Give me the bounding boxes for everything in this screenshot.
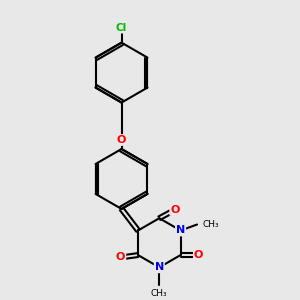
Text: O: O: [116, 253, 125, 262]
Text: O: O: [117, 135, 126, 145]
Text: O: O: [170, 205, 180, 215]
Text: N: N: [176, 226, 185, 236]
Text: Cl: Cl: [116, 23, 127, 33]
Text: CH₃: CH₃: [151, 289, 168, 298]
Text: O: O: [194, 250, 203, 260]
Text: CH₃: CH₃: [202, 220, 219, 229]
Text: N: N: [155, 262, 164, 272]
